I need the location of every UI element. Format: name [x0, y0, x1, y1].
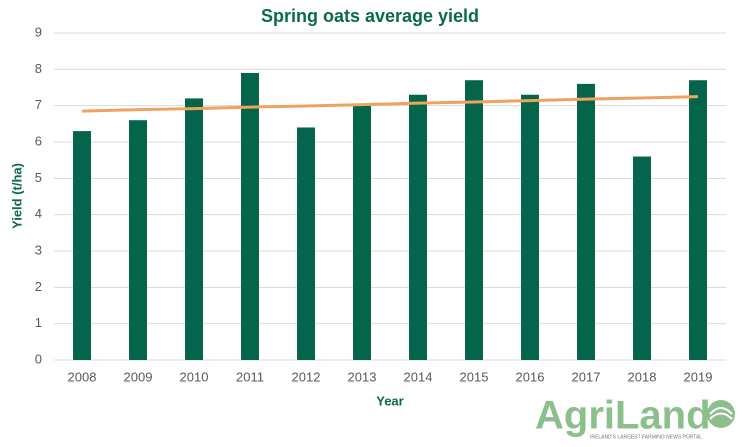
- y-tick-label: 4: [35, 206, 42, 221]
- x-tick-label: 2014: [404, 369, 433, 384]
- y-tick-label: 9: [35, 24, 42, 39]
- x-tick-label: 2011: [236, 369, 264, 384]
- x-axis-label: Year: [376, 393, 403, 408]
- y-tick-label: 3: [35, 242, 42, 257]
- x-tick-label: 2012: [292, 369, 321, 384]
- logo-name: AgriLand: [535, 394, 711, 438]
- bar: [465, 80, 483, 360]
- x-tick-label: 2016: [516, 369, 545, 384]
- bar: [577, 83, 595, 360]
- chart-title: Spring oats average yield: [261, 6, 479, 26]
- x-tick-label: 2018: [628, 369, 657, 384]
- y-tick-label: 6: [35, 133, 42, 148]
- y-tick-label: 2: [35, 279, 42, 294]
- y-tick-label: 0: [35, 351, 42, 366]
- bar: [689, 80, 707, 360]
- bar: [73, 131, 91, 360]
- y-tick-label: 7: [35, 97, 42, 112]
- bar: [297, 127, 315, 360]
- x-tick-label: 2017: [572, 369, 601, 384]
- bar: [185, 98, 203, 361]
- x-tick-label: 2009: [124, 369, 153, 384]
- y-tick-label: 5: [35, 170, 42, 185]
- logo: AgriLand IRELAND'S LARGEST FARMING NEWS …: [535, 394, 735, 440]
- bar: [129, 120, 147, 360]
- x-tick-label: 2008: [68, 369, 97, 384]
- bar: [409, 94, 427, 361]
- bar: [241, 72, 259, 360]
- y-tick-label: 8: [35, 61, 42, 76]
- y-tick-label: 1: [35, 315, 42, 330]
- logo-icon-lines: [709, 407, 733, 420]
- trend-line: [81, 95, 699, 113]
- x-tick-label: 2019: [684, 369, 713, 384]
- bar: [353, 105, 371, 361]
- logo-tagline: IRELAND'S LARGEST FARMING NEWS PORTAL: [590, 434, 702, 440]
- x-tick-label: 2015: [460, 369, 489, 384]
- bar: [521, 94, 539, 361]
- y-axis-label: Yield (t/ha): [9, 163, 24, 229]
- x-tick-label: 2013: [348, 369, 377, 384]
- plot: [54, 32, 726, 361]
- x-tick-label: 2010: [180, 369, 209, 384]
- bar: [633, 156, 651, 360]
